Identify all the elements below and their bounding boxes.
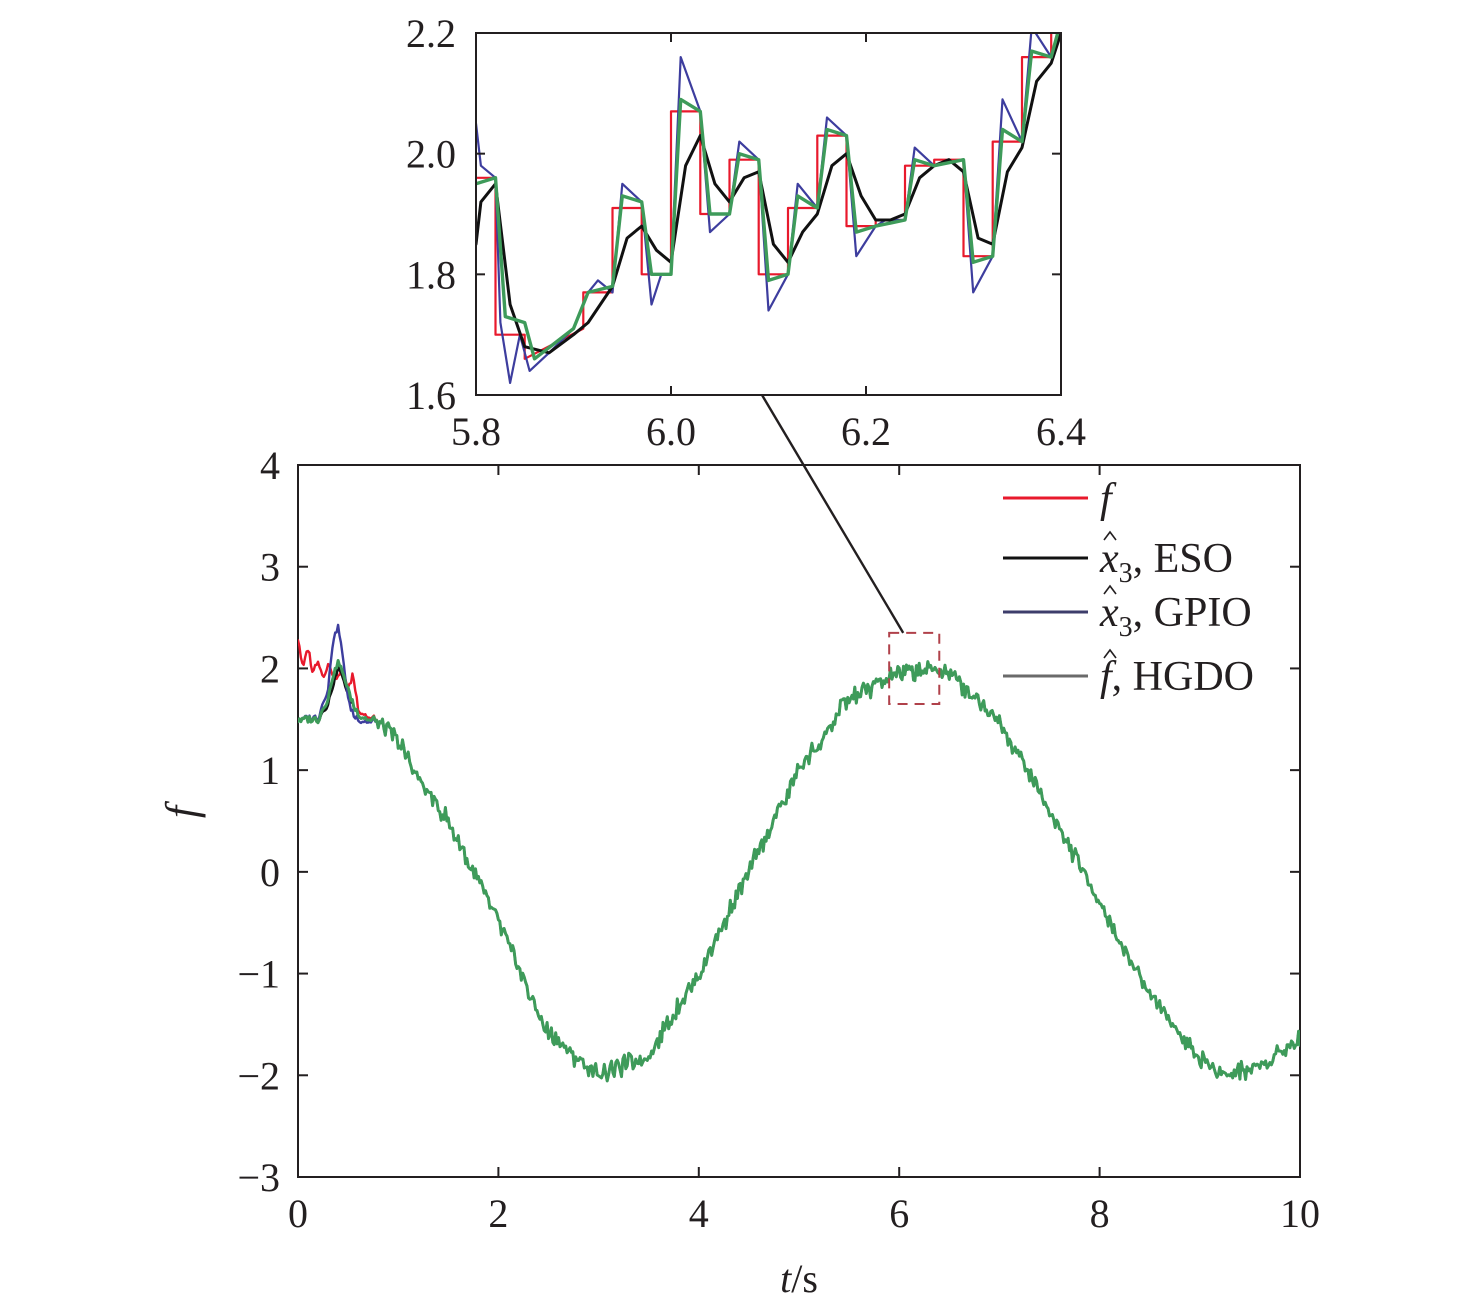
main-plot: 0 2 4 6 8 10 −3 −2 −1 0 1 2 3 4 t/s f [157, 443, 1320, 1301]
main-y-tick-label: −2 [237, 1053, 280, 1098]
inset-axes-frame [475, 32, 1062, 396]
main-x-tick-label: 4 [689, 1191, 709, 1236]
main-y-tick-label: 2 [260, 646, 280, 691]
inset-series-group [476, 33, 1061, 384]
inset-series-line-0 [476, 33, 1053, 360]
zoom-indicator [760, 394, 905, 634]
y-axis-label: f [157, 800, 206, 818]
legend-subscript-2: 3 [1119, 612, 1133, 643]
legend-symbol-1: x [1099, 536, 1119, 582]
main-x-tick-label: 0 [288, 1191, 308, 1236]
main-y-tick-label: 1 [260, 748, 280, 793]
main-y-tick-label: −3 [237, 1155, 280, 1200]
inset-x-tick-label: 5.8 [451, 409, 501, 454]
legend-label-1: x3, ESO [1099, 536, 1233, 589]
inset-x-tick-label: 6.0 [646, 409, 696, 454]
main-y-tick-label: −1 [237, 952, 280, 997]
main-series-line-1 [298, 660, 1300, 1083]
main-series-line-3 [298, 659, 1300, 1083]
legend-symbol-2: x [1099, 590, 1119, 636]
legend-label-2: x3, GPIO [1099, 590, 1252, 643]
x-axis-label-unit: /s [791, 1256, 818, 1301]
legend-text-2: , GPIO [1133, 590, 1252, 636]
inset-y-tick-label: 1.8 [406, 252, 456, 297]
zoom-connector-line [760, 394, 905, 634]
inset-x-tick-label: 6.2 [841, 409, 891, 454]
legend-hat-3 [1103, 648, 1117, 659]
x-axis-label-var: t [780, 1256, 792, 1301]
legend-hat-1 [1103, 530, 1117, 541]
inset-series-line-1 [476, 33, 1061, 355]
legend-text-3: , HGDO [1112, 654, 1254, 700]
main-y-tick-label: 4 [260, 443, 280, 488]
main-series-line-0 [298, 639, 1300, 1083]
inset-y-tick-label: 2.2 [406, 11, 456, 56]
inset-y-tick-label: 1.6 [406, 373, 456, 418]
legend-label-3: f, HGDO [1100, 654, 1254, 700]
main-x-tick-label: 2 [488, 1191, 508, 1236]
inset-plot: 5.8 6.0 6.2 6.4 1.6 1.8 2.0 2.2 [406, 11, 1086, 454]
legend-symbol-0: f [1100, 476, 1117, 522]
legend-subscript-1: 3 [1119, 558, 1133, 589]
inset-y-tick-label: 2.0 [406, 132, 456, 177]
zoom-region-box [888, 631, 941, 706]
legend-text-1: , ESO [1133, 536, 1233, 582]
legend-hat-2 [1103, 584, 1117, 595]
main-axes-frame [297, 464, 1301, 1178]
main-y-tick-label: 3 [260, 545, 280, 590]
main-x-tick-label: 8 [1090, 1191, 1110, 1236]
inset-series-line-3 [476, 33, 1060, 361]
legend-label-0: f [1100, 476, 1117, 522]
x-axis-label: t/s [780, 1256, 818, 1301]
inset-x-tick-label: 6.4 [1036, 409, 1086, 454]
main-y-tick-label: 0 [260, 850, 280, 895]
main-x-tick-label: 6 [889, 1191, 909, 1236]
main-series-group [298, 623, 1300, 1083]
main-x-tick-label: 10 [1280, 1191, 1320, 1236]
